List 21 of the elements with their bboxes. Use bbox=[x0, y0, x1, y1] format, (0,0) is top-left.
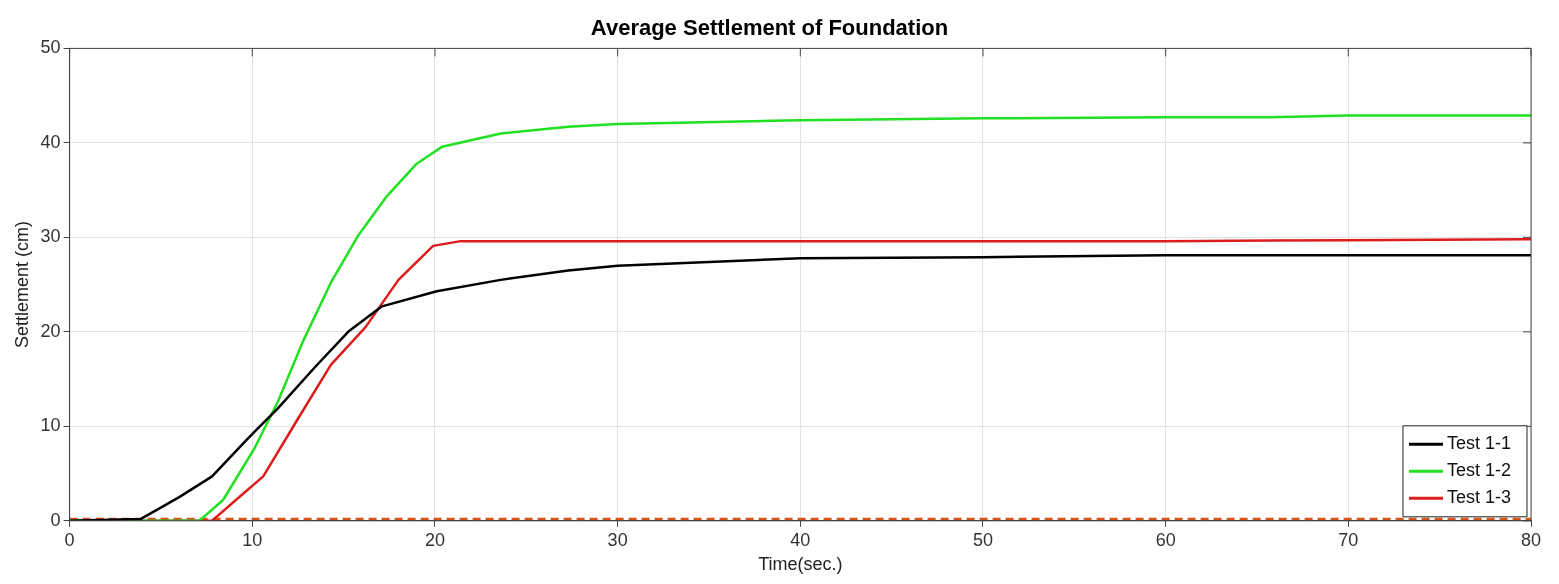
x-axis-title: Time(sec.) bbox=[758, 554, 843, 575]
legend-label: Test 1-1 bbox=[1446, 433, 1511, 454]
y-tick-label: 20 bbox=[40, 320, 61, 341]
legend-label: Test 1-2 bbox=[1446, 460, 1511, 481]
x-tick-label: 0 bbox=[64, 529, 75, 550]
y-tick-label: 0 bbox=[50, 509, 61, 530]
y-tick-label: 10 bbox=[40, 415, 61, 436]
y-tick-label: 30 bbox=[40, 226, 61, 247]
x-tick-label: 20 bbox=[424, 529, 445, 550]
x-tick-label: 10 bbox=[242, 529, 263, 550]
chart-title: Average Settlement of Foundation bbox=[590, 15, 949, 41]
x-tick-label: 30 bbox=[607, 529, 628, 550]
x-tick-label: 60 bbox=[1155, 529, 1176, 550]
x-tick-label: 40 bbox=[790, 529, 811, 550]
x-tick-label: 80 bbox=[1520, 529, 1542, 550]
y-tick-label: 50 bbox=[40, 37, 61, 58]
legend-label: Test 1-3 bbox=[1446, 487, 1511, 508]
x-tick-label: 50 bbox=[972, 529, 993, 550]
x-tick-label: 70 bbox=[1338, 529, 1359, 550]
y-axis-title: Settlement (cm) bbox=[11, 221, 32, 349]
y-tick-label: 40 bbox=[40, 131, 61, 152]
